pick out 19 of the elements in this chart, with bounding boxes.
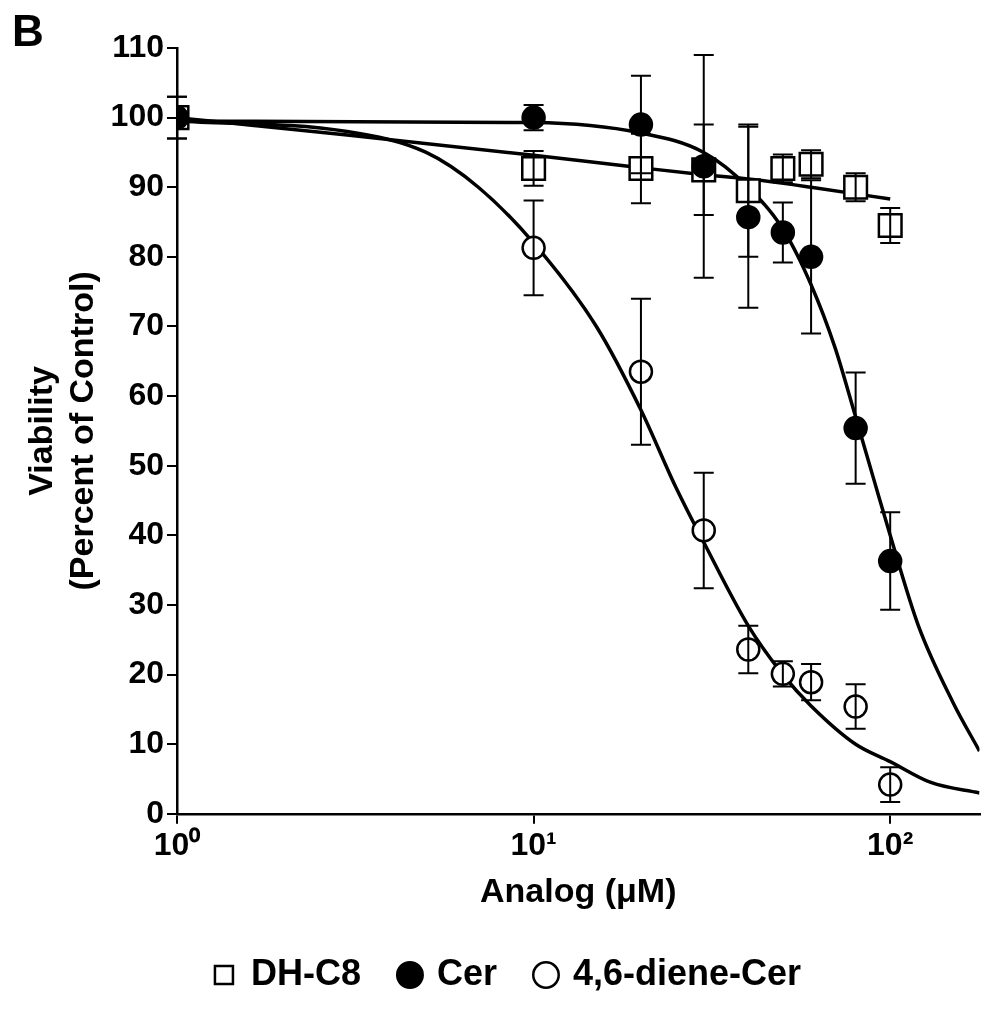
y-tick-label: 100 [110, 97, 164, 134]
legend-label: Cer [436, 951, 497, 993]
y-tick-label: 40 [128, 515, 164, 552]
y-tick-label: 90 [128, 167, 164, 204]
x-axis-title: Analog (μM) [480, 870, 677, 909]
legend-label: 4,6-diene-Cer [572, 951, 802, 993]
y-tick-label: 20 [128, 654, 164, 691]
y-tick-label: 50 [128, 445, 164, 482]
y-tick-label: 110 [112, 27, 164, 64]
y-tick-label: 70 [128, 306, 164, 343]
y-tick-label: 80 [128, 236, 164, 273]
x-tick-label: 10¹ [510, 825, 557, 862]
y-tick-label: 10 [128, 724, 164, 761]
y-tick-label: 60 [128, 375, 164, 412]
y-axis-title: Viability (Percent of Control) [20, 271, 100, 591]
x-tick-label: 10² [867, 825, 914, 862]
legend-label: DH-C8 [250, 951, 361, 993]
text: B [12, 6, 44, 56]
y-tick-label: 30 [128, 584, 164, 621]
